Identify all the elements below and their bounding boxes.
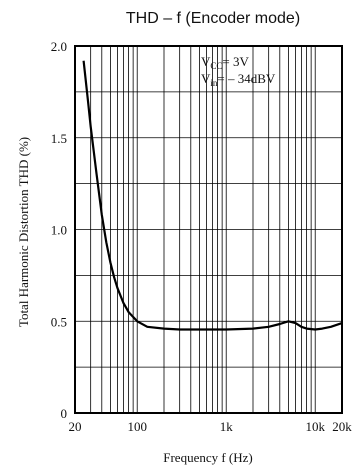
grid-lines <box>75 46 342 413</box>
x-tick-label: 1k <box>220 419 234 434</box>
y-tick-label: 0.5 <box>51 314 67 329</box>
x-tick-label: 20 <box>69 419 82 434</box>
y-tick-label: 0 <box>61 406 68 421</box>
thd-curve <box>82 60 343 331</box>
x-tick-labels: 20 100 1k 10k 20k <box>69 419 353 434</box>
y-tick-labels: 0 0.5 1.0 1.5 2.0 <box>51 39 67 421</box>
y-tick-label: 1.0 <box>51 223 67 238</box>
plot-frame <box>74 45 343 414</box>
y-tick-label: 2.0 <box>51 39 67 54</box>
chart-title: THD – f (Encoder mode) <box>126 10 300 27</box>
y-tick-label: 1.5 <box>51 131 67 146</box>
x-tick-label: 20k <box>332 419 352 434</box>
x-axis-label: Frequency f (Hz) <box>163 450 253 465</box>
annotation-vcc: VCC= 3V <box>201 54 249 71</box>
x-tick-label: 10k <box>305 419 325 434</box>
x-tick-label: 100 <box>127 419 147 434</box>
y-axis-label: Total Harmonic Distortion THD (%) <box>16 137 31 327</box>
annotation-vin: Vin= – 34dBV <box>201 71 276 88</box>
